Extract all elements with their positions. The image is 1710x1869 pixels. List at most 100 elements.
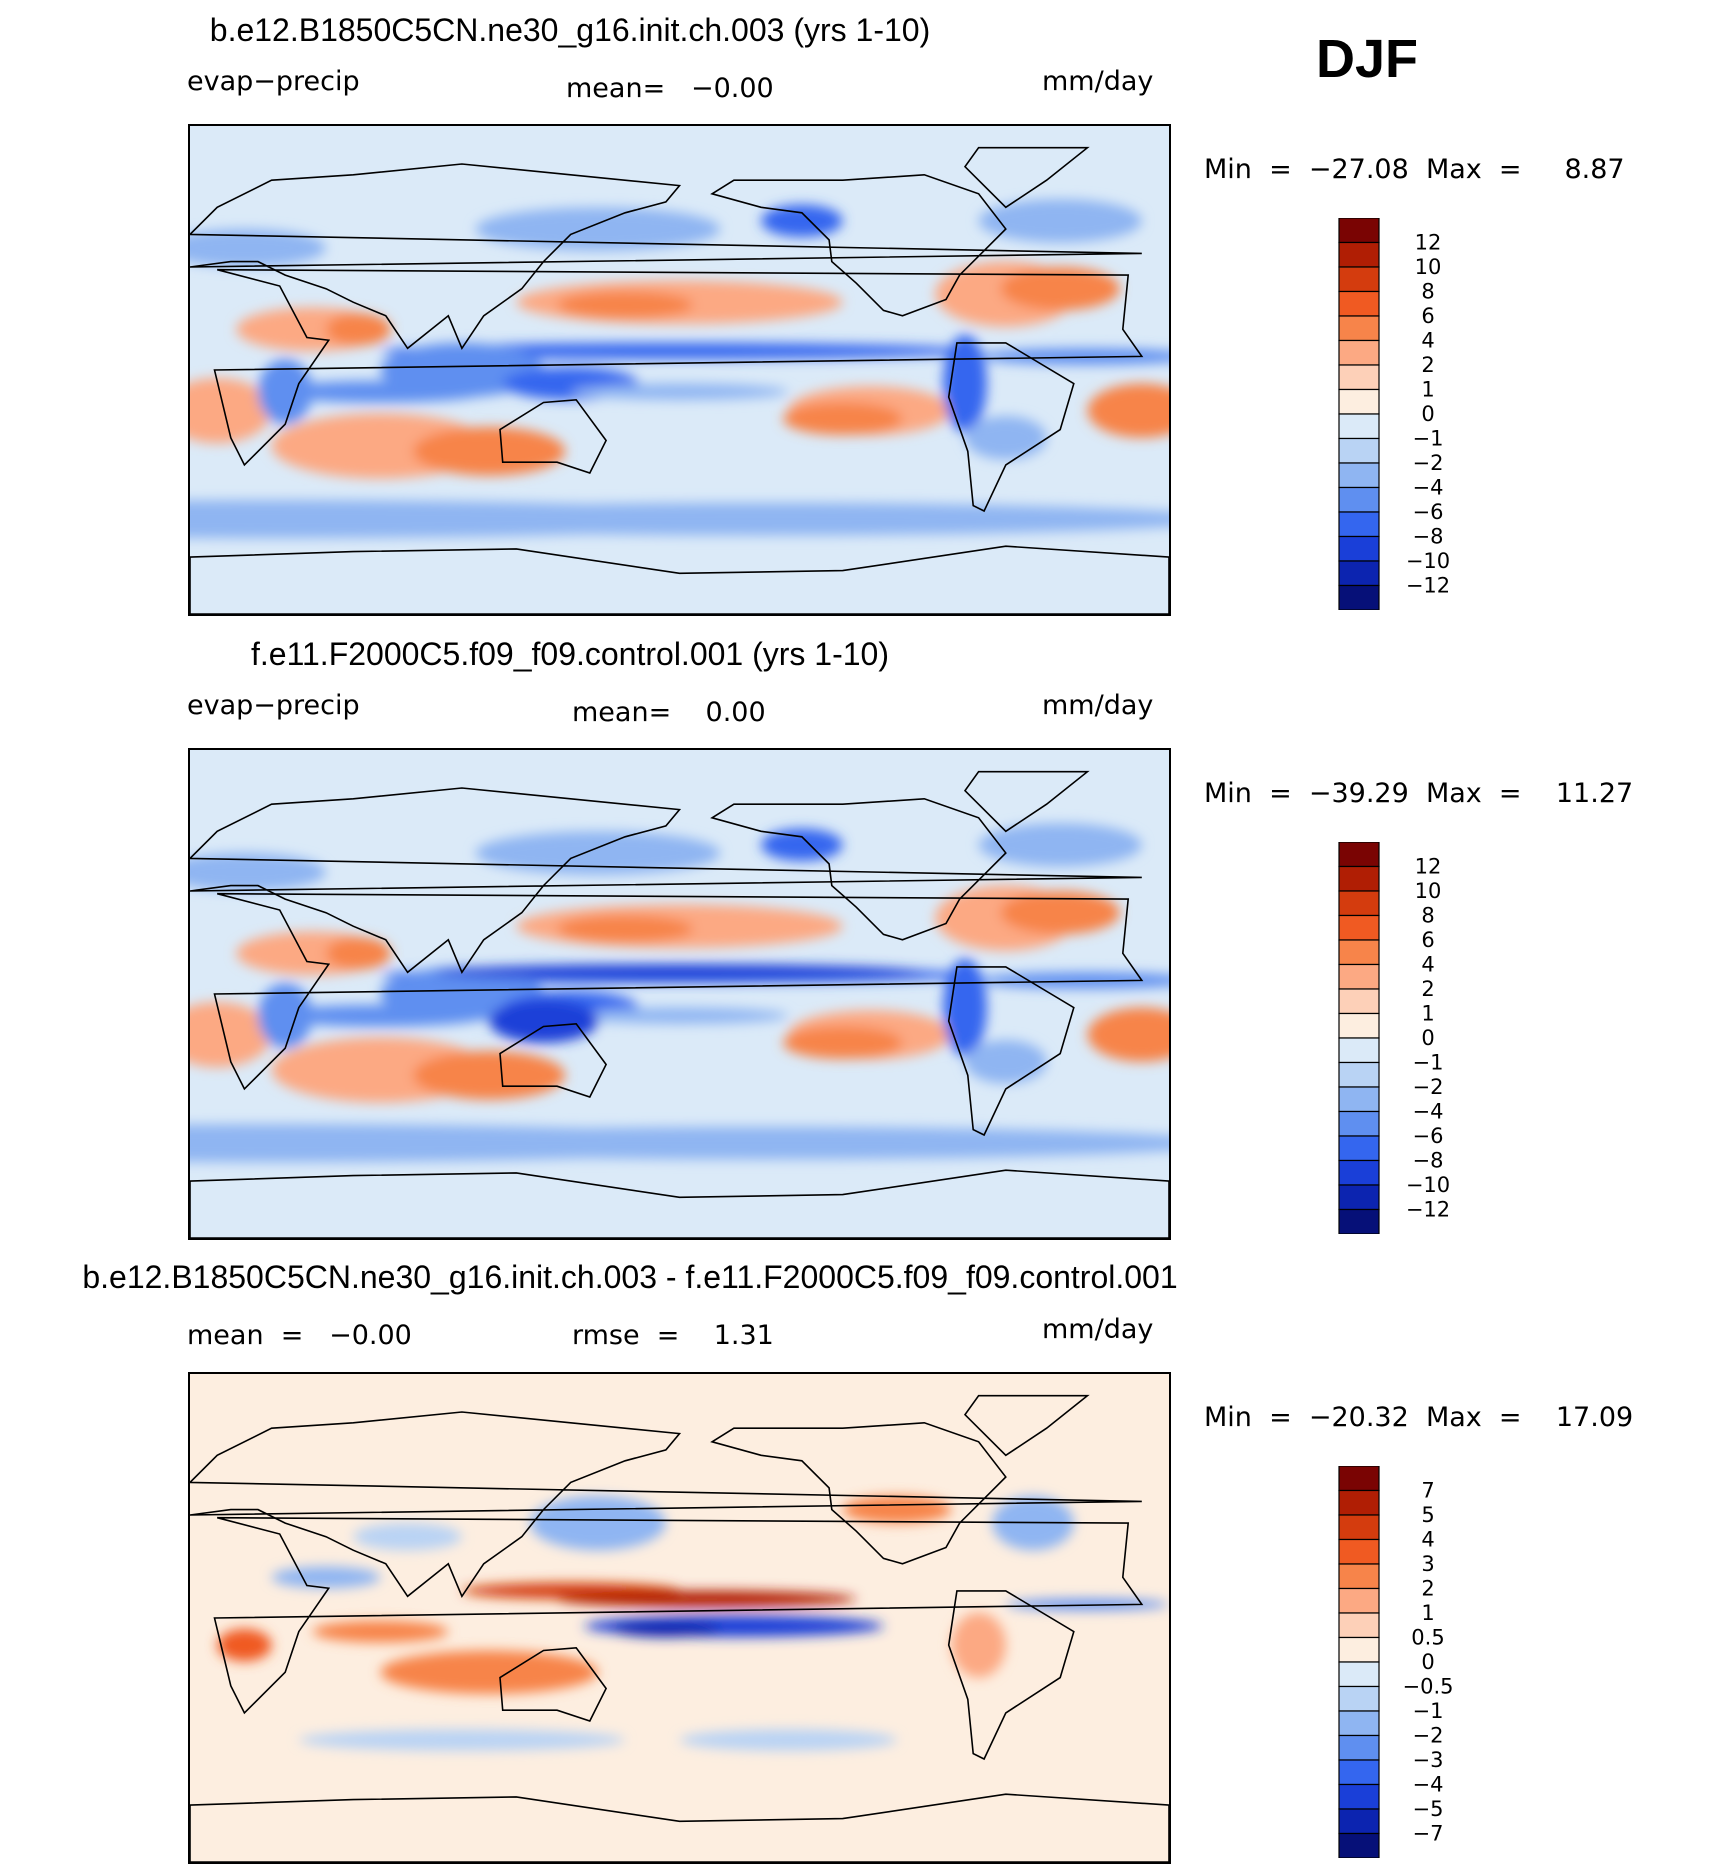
panel-1-map: [188, 124, 1171, 616]
field-region: [1087, 383, 1169, 438]
coastline: [710, 1421, 1007, 1565]
panel-1-mean-label: mean= −0.00: [566, 73, 774, 104]
colorbar-tick-label: −2: [1413, 451, 1444, 475]
field-region: [557, 1590, 857, 1608]
field-region: [380, 1650, 598, 1694]
field-region: [298, 1126, 1169, 1160]
colorbar-tick-label: 3: [1421, 1552, 1434, 1576]
colorbar-tick-label: −5: [1413, 1797, 1444, 1821]
field-region: [529, 1496, 666, 1551]
colorbar-swatch: [1338, 241, 1380, 268]
field-region: [257, 359, 313, 425]
colorbar-swatch: [1338, 218, 1380, 244]
colorbar-tick-label: −12: [1406, 574, 1450, 598]
map-background: [190, 750, 1169, 1238]
colorbar-tick-label: 4: [1421, 329, 1434, 353]
panel-1-variable-label: evap−precip: [187, 66, 360, 97]
coastline: [213, 268, 1144, 467]
panel-2-title: f.e11.F2000C5.f09_f09.control.001 (yrs 1…: [251, 636, 889, 672]
colorbar-tick-label: 7: [1421, 1479, 1434, 1503]
colorbar-swatch: [1338, 388, 1380, 415]
field-region: [434, 964, 925, 981]
panel-3-map: [188, 1372, 1171, 1864]
colorbar-tick-label: 8: [1421, 904, 1434, 928]
field-region: [325, 937, 392, 970]
coastline: [499, 1646, 608, 1722]
colorbar-swatch: [1338, 1636, 1380, 1663]
colorbar-swatch: [1338, 1661, 1380, 1688]
panel-2-min-max: Min = −39.29 Max = 11.27: [1204, 778, 1634, 809]
field-region: [1000, 266, 1121, 311]
colorbar-tick-label: 1: [1421, 378, 1434, 402]
panel-2-colorbar: 12 10 8 6 4 2 1 0 −1 −2 −4 −6 −8 −10 −12: [1338, 842, 1468, 1234]
season-label: DJF: [1316, 29, 1419, 89]
field-region: [978, 199, 1142, 243]
colorbar-swatch: [1338, 1086, 1380, 1113]
colorbar-swatch: [1338, 339, 1380, 366]
coastline: [947, 342, 1075, 513]
colorbar-tick-label: 0: [1421, 1650, 1434, 1674]
colorbar-tick-label: −8: [1413, 1149, 1444, 1173]
colorbar-swatch: [1338, 1012, 1380, 1039]
field-region: [611, 1620, 721, 1637]
field-region: [271, 1004, 490, 1027]
field-region: [557, 915, 694, 943]
colorbar-tick-label: −1: [1413, 1699, 1444, 1723]
colorbar-swatch: [1338, 1759, 1380, 1786]
colorbar-tick-label: 0: [1421, 1026, 1434, 1050]
coastline: [499, 398, 608, 474]
field-region: [475, 207, 721, 251]
colorbar-swatch: [1338, 1685, 1380, 1712]
field-region: [965, 1040, 1047, 1084]
coastline: [190, 1169, 1169, 1238]
panel-3-colorbar: 7 5 4 3 2 1 0.5 0 −0.5 −1 −2 −3 −4 −5 −7: [1338, 1466, 1468, 1858]
colorbar-swatch: [1338, 486, 1380, 513]
colorbar-tick-label: −4: [1413, 1100, 1444, 1124]
coastline: [947, 966, 1075, 1137]
colorbar-swatch: [1338, 939, 1380, 966]
colorbar-swatch: [1338, 1808, 1380, 1835]
field-region: [489, 999, 598, 1043]
colorbar-tick-label: 10: [1415, 255, 1442, 279]
field-region: [782, 1026, 903, 1060]
colorbar-tick-label: 1: [1421, 1601, 1434, 1625]
panel-3-units-label: mm/day: [1042, 1314, 1154, 1345]
colorbar-tick-label: 6: [1421, 304, 1434, 328]
colorbar-tick-label: 8: [1421, 280, 1434, 304]
coastline: [190, 1793, 1169, 1862]
colorbar-tick-label: −4: [1413, 1773, 1444, 1797]
coastline: [190, 545, 1169, 614]
panel-3-min-max: Min = −20.32 Max = 17.09: [1204, 1402, 1634, 1433]
field-region: [257, 983, 313, 1049]
field-region: [190, 378, 272, 444]
colorbar-swatch: [1338, 364, 1380, 391]
coastline: [499, 1022, 608, 1098]
field-region: [190, 853, 326, 891]
colorbar-swatch: [1338, 1783, 1380, 1810]
colorbar-tick-label: −6: [1413, 1124, 1444, 1148]
coastline: [710, 797, 1007, 941]
coastline: [710, 173, 1007, 317]
colorbar-swatch: [1338, 1538, 1380, 1565]
colorbar-swatch: [1338, 437, 1380, 464]
colorbar-tick-label: −10: [1406, 549, 1450, 573]
field-region: [761, 828, 843, 862]
colorbar-swatch: [1338, 1184, 1380, 1211]
panel-2-units-label: mm/day: [1042, 690, 1154, 721]
field-region: [271, 380, 490, 403]
coastline: [213, 892, 1144, 1091]
field-region: [1087, 1007, 1169, 1062]
colorbar-swatch: [1338, 1037, 1380, 1064]
field-region: [312, 1620, 449, 1643]
colorbar-swatch: [1338, 1832, 1380, 1858]
field-region: [298, 1729, 626, 1751]
panel-1-title: b.e12.B1850C5CN.ne30_g16.init.ch.003 (yr…: [209, 12, 931, 48]
field-region: [761, 204, 843, 238]
field-region: [842, 1496, 952, 1524]
colorbar-swatch: [1338, 560, 1380, 587]
coastline: [963, 146, 1090, 209]
field-region: [217, 1628, 272, 1662]
colorbar-tick-label: 4: [1421, 953, 1434, 977]
panel-3-rmse-label: rmse = 1.31: [572, 1320, 774, 1351]
colorbar-tick-label: −2: [1413, 1075, 1444, 1099]
